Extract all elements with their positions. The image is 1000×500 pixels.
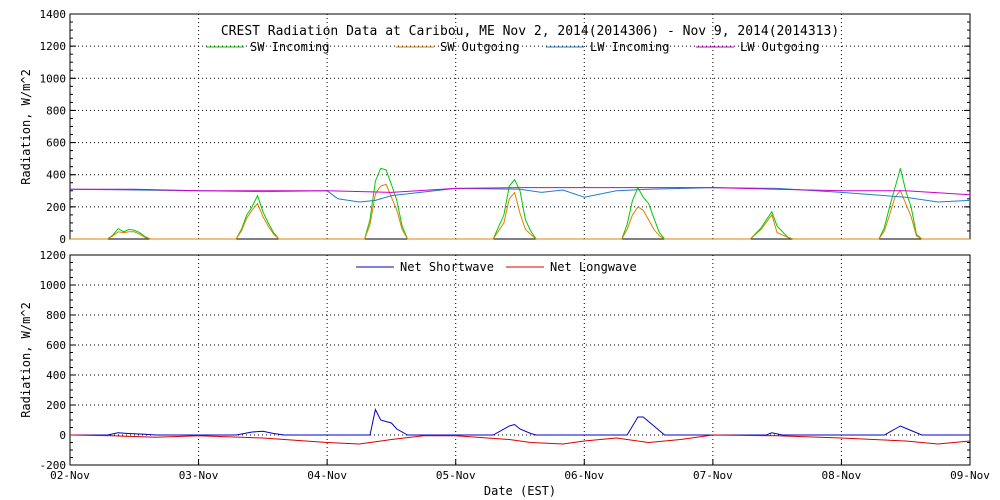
sw-incoming-line [70, 167, 970, 240]
x-tick-label: 03-Nov [179, 469, 219, 482]
y-tick-label: 200 [46, 201, 66, 214]
bottom-panel: -200 0 200 400 600 800 1000 1200 Radiation, W/m… [19, 249, 990, 498]
bottom-grid [70, 255, 970, 465]
legend-label: LW Outgoing [740, 40, 819, 54]
top-panel: 0 200 400 600 800 1000 1200 1400 CREST Radiatio… [19, 8, 971, 246]
legend-item: LW Incoming [546, 40, 669, 54]
bottom-y-ticks: -200 0 200 400 600 800 1000 1200 [40, 249, 970, 472]
sw-outgoing-line [70, 183, 970, 240]
legend-item: Net Shortwave [356, 260, 494, 274]
legend-item: LW Outgoing [696, 40, 819, 54]
x-tick-label: 04-Nov [307, 469, 347, 482]
y-tick-label: 1200 [40, 40, 67, 53]
bottom-panel-frame [69, 254, 971, 466]
top-grid [70, 14, 970, 239]
y-tick-label: 0 [59, 233, 66, 246]
y-tick-label: 1000 [40, 279, 67, 292]
y-tick-label: -200 [40, 459, 67, 472]
net-longwave-line [69, 434, 971, 445]
x-tick-label: 05-Nov [436, 469, 476, 482]
y-tick-label: 600 [46, 137, 66, 150]
legend-label: Net Shortwave [400, 260, 494, 274]
top-panel-frame [69, 13, 971, 240]
legend-label: Net Longwave [550, 260, 637, 274]
top-y-ticks: 0 200 400 600 800 1000 1200 1400 [40, 8, 970, 246]
legend-label: LW Incoming [590, 40, 669, 54]
legend-item: SW Outgoing [396, 40, 519, 54]
legend-label: SW Outgoing [440, 40, 519, 54]
legend-label: SW Incoming [250, 40, 329, 54]
x-axis-label: Date (EST) [484, 484, 556, 498]
x-tick-label: 09-Nov [950, 469, 990, 482]
x-tick-label: 07-Nov [693, 469, 733, 482]
y-tick-label: 200 [46, 399, 66, 412]
y-tick-label: 600 [46, 339, 66, 352]
x-axis-ticks: 02-Nov 03-Nov 04-Nov 05-Nov 06-Nov 07-Nov 08-N… [50, 459, 990, 482]
y-tick-label: 1400 [40, 8, 67, 21]
y-tick-label: 400 [46, 169, 66, 182]
bottom-y-axis-label: Radiation, W/m^2 [19, 302, 33, 418]
y-tick-label: 0 [59, 429, 66, 442]
bottom-series [69, 408, 971, 445]
y-tick-label: 1200 [40, 249, 67, 262]
x-tick-label: 02-Nov [50, 469, 90, 482]
bottom-legend: Net Shortwave Net Longwave [356, 260, 637, 274]
top-series [69, 167, 971, 240]
y-tick-label: 400 [46, 369, 66, 382]
y-tick-label: 1000 [40, 72, 67, 85]
y-tick-label: 800 [46, 104, 66, 117]
top-y-axis-label: Radiation, W/m^2 [19, 69, 33, 185]
chart-title: CREST Radiation Data at Caribou, ME Nov … [221, 24, 839, 39]
net-shortwave-line [70, 408, 970, 436]
top-legend: SW Incoming SW Outgoing LW Incoming LW Outg… [206, 40, 819, 54]
legend-item: SW Incoming [206, 40, 329, 54]
lw-outgoing-line [70, 187, 971, 196]
x-tick-label: 06-Nov [564, 469, 604, 482]
x-tick-label: 08-Nov [822, 469, 862, 482]
y-tick-label: 800 [46, 309, 66, 322]
legend-item: Net Longwave [506, 260, 637, 274]
